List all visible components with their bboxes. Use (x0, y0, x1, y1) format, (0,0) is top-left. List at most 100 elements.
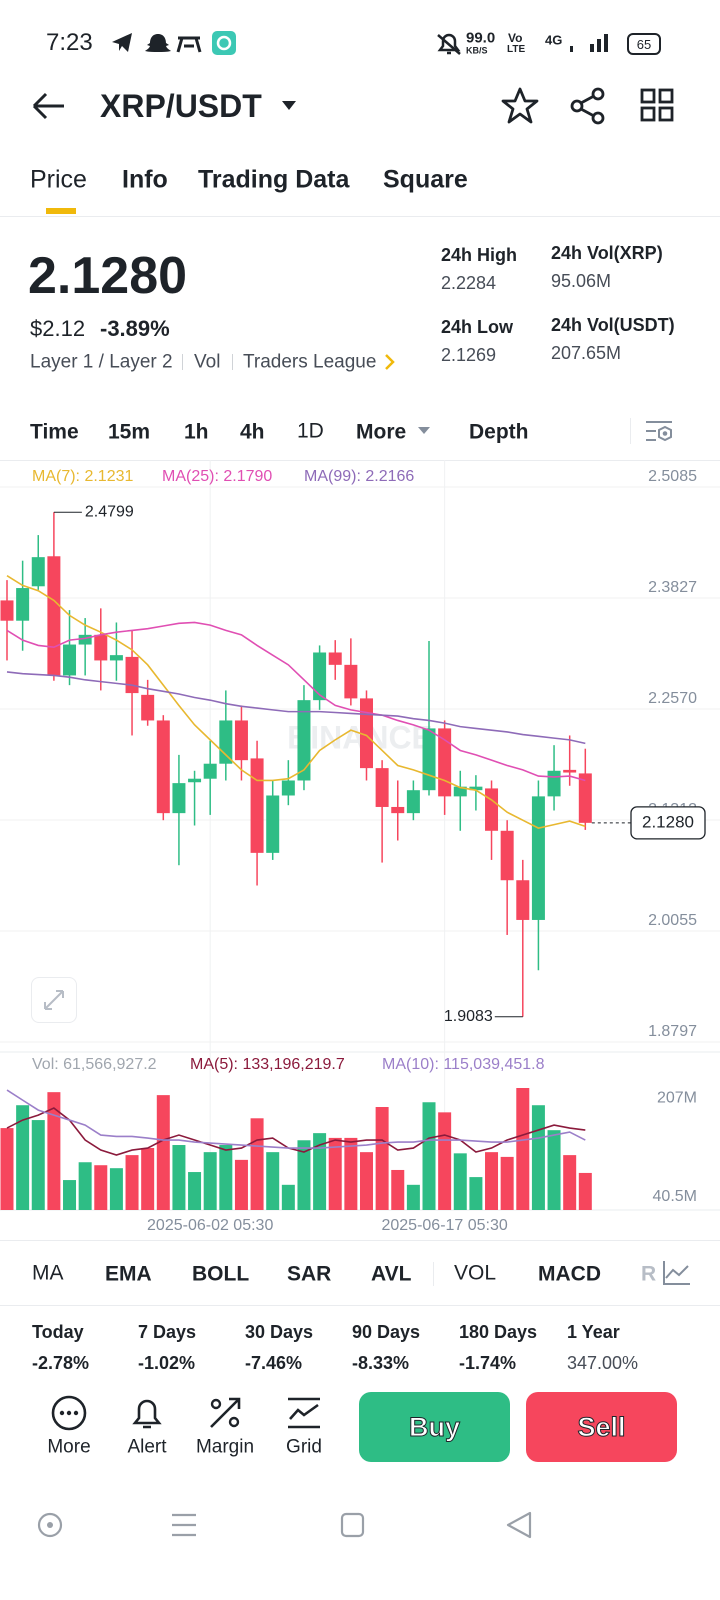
period-change: -8.33% (352, 1353, 410, 1373)
candle-body (0, 600, 14, 621)
volume-bar (375, 1107, 389, 1210)
volume-bar (485, 1152, 499, 1210)
period-label: Today (32, 1322, 84, 1342)
back-button[interactable] (30, 88, 70, 124)
more-icon[interactable] (49, 1393, 89, 1433)
min-label: 1.9083 (444, 1008, 493, 1025)
candle-body (219, 720, 233, 764)
usd-price: $2.12 (30, 316, 86, 341)
expand-button[interactable] (31, 977, 77, 1023)
indicator[interactable]: EMA (105, 1262, 152, 1286)
tag[interactable]: Traders League (243, 351, 377, 373)
volume-bar (500, 1156, 514, 1210)
tab[interactable]: Price (30, 165, 87, 194)
period-change: -2.78% (32, 1353, 90, 1373)
margin-icon[interactable] (205, 1393, 245, 1433)
notification-icons (112, 31, 236, 55)
volume-bar (219, 1145, 233, 1210)
price-change: -3.89% (100, 316, 170, 341)
tab[interactable]: Square (383, 165, 468, 194)
interval[interactable]: More (356, 420, 407, 444)
stat-value: 2.1269 (441, 345, 497, 365)
pair-title[interactable]: XRP/USDT (100, 88, 262, 124)
candle-body (47, 556, 61, 676)
action-label[interactable]: Margin (195, 1436, 255, 1458)
mute-icon (437, 33, 461, 55)
action-label[interactable]: Grid (286, 1436, 322, 1458)
sell-button[interactable]: Sell (526, 1392, 677, 1462)
battery-level: 65 (636, 36, 652, 52)
divider (0, 1305, 720, 1306)
interval[interactable]: 1D (297, 419, 324, 443)
favorite-button[interactable] (500, 86, 540, 126)
candle-body (297, 700, 311, 781)
period-label: 7 Days (138, 1322, 197, 1342)
net-speed-unit: KB/S (466, 45, 488, 56)
max-label: 2.4799 (85, 503, 134, 520)
candle-body (125, 656, 139, 694)
share-button[interactable] (568, 86, 608, 126)
interval[interactable]: 1h (184, 420, 209, 444)
network-type: 4G (545, 32, 563, 48)
candle-body (78, 634, 92, 645)
indicator[interactable]: BOLL (192, 1262, 250, 1286)
volume-bar (453, 1153, 467, 1210)
indicator[interactable]: SAR (287, 1262, 332, 1286)
candle-body (375, 768, 389, 807)
interval[interactable]: Time (30, 420, 79, 444)
tab[interactable]: Trading Data (198, 165, 350, 194)
legend-entry: MA(99): 2.2166 (304, 468, 414, 485)
interval[interactable]: Depth (469, 420, 529, 444)
indicator[interactable]: MACD (538, 1262, 601, 1286)
y-tick-label: 2.3827 (648, 579, 697, 596)
volume-bar (328, 1137, 342, 1210)
candle-body (531, 796, 545, 920)
y-tick-label: 1.8797 (648, 1023, 697, 1040)
volume-bar (531, 1105, 545, 1210)
candle-body (438, 728, 452, 797)
volume-bar (469, 1177, 483, 1210)
indicator[interactable]: R (641, 1262, 657, 1286)
period-change: -1.74% (459, 1353, 517, 1373)
volume-bar (438, 1112, 452, 1210)
indicator[interactable]: MA (32, 1261, 64, 1285)
interval[interactable]: 4h (240, 420, 265, 444)
pair-dropdown[interactable] (280, 98, 300, 114)
action-label[interactable]: Alert (127, 1436, 167, 1458)
tag[interactable]: Layer 1 / Layer 2 (30, 351, 173, 373)
candle-body (94, 634, 108, 661)
indicator[interactable]: AVL (371, 1262, 412, 1286)
candle-body (469, 786, 483, 791)
y-tick-label: 2.0055 (648, 912, 697, 929)
candle-body (109, 655, 123, 661)
action-label[interactable]: More (47, 1436, 91, 1458)
indicator[interactable]: VOL (454, 1261, 497, 1285)
dropdown-caret (418, 427, 430, 434)
period-label: 30 Days (245, 1322, 314, 1342)
last-price-label: 2.1280 (642, 812, 694, 831)
stat-value: 207.65M (551, 343, 622, 363)
volume-bar (0, 1128, 14, 1210)
volume-bar (250, 1118, 264, 1210)
volume-bar (313, 1133, 327, 1210)
candle-body (406, 790, 420, 814)
tag[interactable]: Vol (194, 351, 221, 373)
alert-icon[interactable] (127, 1393, 167, 1433)
candle-body (16, 588, 30, 621)
candle-body (391, 806, 405, 814)
separator (232, 354, 233, 370)
layout-button[interactable] (640, 88, 676, 124)
grid-icon[interactable] (284, 1393, 324, 1433)
indicator-settings[interactable] (660, 1258, 692, 1288)
chart-settings[interactable] (644, 418, 676, 444)
buy-button[interactable]: Buy (359, 1392, 510, 1462)
ma-line (6, 671, 586, 745)
volte: Vo (508, 31, 523, 45)
legend-entry: MA(5): 133,196,219.7 (190, 1056, 345, 1073)
candle-body (578, 773, 592, 823)
interval[interactable]: 15m (108, 420, 151, 444)
volume-bar (31, 1120, 45, 1210)
candle-body (266, 795, 280, 853)
candle-body (250, 758, 264, 853)
tab[interactable]: Info (122, 165, 168, 194)
